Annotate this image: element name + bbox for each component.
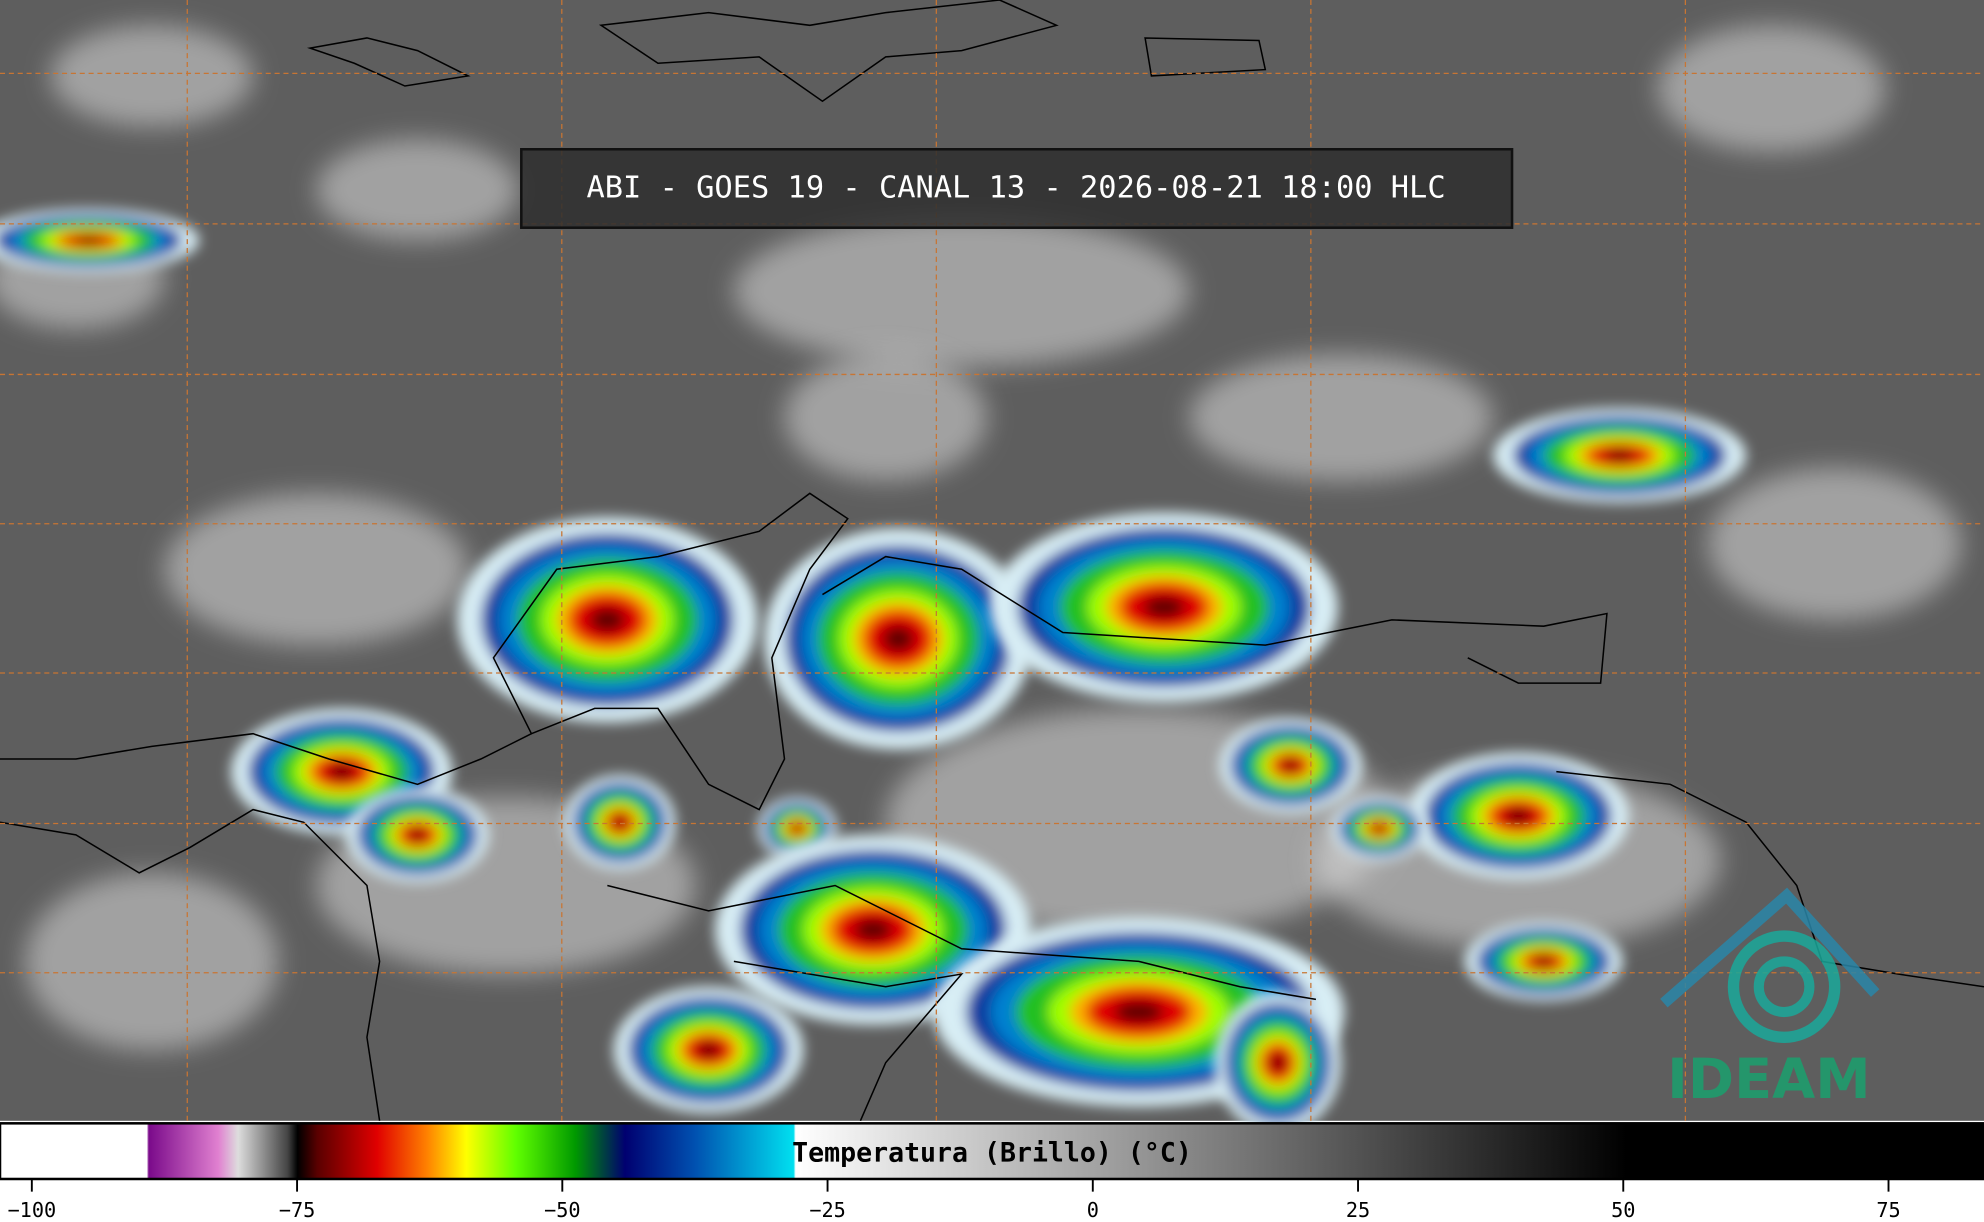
convective-cell [613, 986, 804, 1114]
title: ABI - GOES 19 - CANAL 13 - 2026-08-21 18… [586, 170, 1445, 205]
logo: IDEAM [1660, 887, 1880, 1112]
cell-layer [1604, 449, 1635, 462]
cell-layer [1270, 1054, 1286, 1072]
convective-cell [763, 528, 1033, 750]
cell-layer [328, 764, 355, 780]
cell-layer [409, 829, 427, 841]
colorbar-label: Temperatura (Brillo) (°C) [792, 1137, 1192, 1168]
cell-layer [1282, 759, 1300, 772]
colorbar-ticks: −100 −75 −50 −25 0 25 50 75 [7, 1178, 1901, 1222]
logo-text: IDEAM [1667, 1047, 1870, 1112]
cell-layer [1143, 595, 1185, 619]
tick-label: 75 [1876, 1198, 1900, 1222]
cloud [316, 139, 519, 241]
convective-cell [457, 517, 758, 723]
cell-layer [1114, 1000, 1164, 1024]
cell-layer [1373, 824, 1385, 833]
convective-cell [1214, 991, 1342, 1134]
cell-layer [882, 625, 915, 653]
cloud [784, 354, 987, 481]
cloud [164, 493, 469, 646]
tick-label: 0 [1087, 1198, 1099, 1222]
clouds [0, 25, 1962, 1134]
convective-cell [346, 787, 489, 883]
cell-layer [75, 236, 102, 245]
cloud [1189, 354, 1494, 481]
convective-cell [1331, 796, 1427, 861]
convective-cell [1493, 407, 1747, 503]
cloud [1708, 468, 1962, 620]
tick-label: 50 [1611, 1198, 1635, 1222]
convective-cell [1219, 717, 1362, 813]
tick-label: 25 [1346, 1198, 1370, 1222]
convective-cell [1407, 752, 1630, 880]
cloud [25, 872, 279, 1050]
colorbar [0, 1122, 1984, 1181]
tick-label: −100 [7, 1198, 56, 1222]
cell-layer [613, 816, 627, 828]
cell-layer [589, 607, 626, 633]
cloud [733, 215, 1190, 367]
convective-cell [0, 208, 200, 272]
convective-cell [564, 774, 676, 870]
cloud [1657, 25, 1886, 152]
cell-layer [1534, 956, 1554, 967]
cell-layer [1505, 808, 1532, 824]
title-box [520, 148, 1514, 229]
convective-cell [990, 512, 1339, 703]
cloud [50, 25, 254, 127]
cell-layer [792, 824, 802, 833]
coastlines [0, 0, 1984, 1122]
convective-cell [1464, 921, 1623, 1001]
cell-layer [854, 918, 893, 942]
cell-layer [697, 1042, 720, 1058]
tick-label: −75 [279, 1198, 316, 1222]
tick-label: −25 [809, 1198, 846, 1222]
tick-label: −50 [544, 1198, 581, 1222]
